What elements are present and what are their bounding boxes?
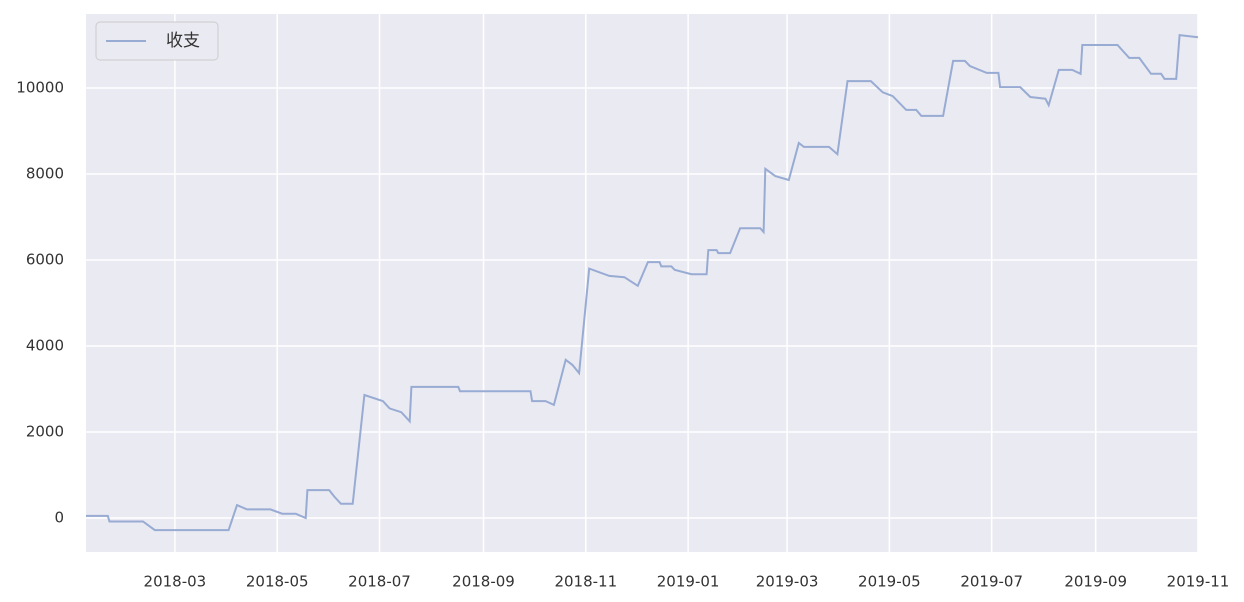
y-tick-label: 4000 — [26, 337, 64, 355]
x-tick-label: 2019-09 — [1064, 573, 1127, 591]
x-tick-label: 2018-03 — [144, 573, 207, 591]
legend-box — [95, 21, 219, 61]
legend-label: 收支 — [166, 31, 200, 51]
x-tick-label: 2019-07 — [960, 573, 1023, 591]
x-tick-label: 2018-07 — [348, 573, 411, 591]
x-tick-label: 2019-11 — [1167, 573, 1230, 591]
x-tick-label: 2018-09 — [452, 573, 515, 591]
x-tick-label: 2019-01 — [657, 573, 720, 591]
y-tick-label: 0 — [54, 509, 64, 527]
x-tick-label: 2019-03 — [756, 573, 819, 591]
y-tick-label: 10000 — [16, 78, 64, 96]
y-tick-label: 6000 — [26, 250, 64, 268]
y-tick-label: 2000 — [26, 423, 64, 441]
y-tick-label: 8000 — [26, 164, 64, 182]
plot-area — [86, 14, 1198, 552]
x-tick-label: 2018-05 — [246, 573, 309, 591]
x-tick-label: 2019-05 — [858, 573, 921, 591]
x-tick-label: 2018-11 — [554, 573, 617, 591]
data-line — [86, 33, 1199, 532]
